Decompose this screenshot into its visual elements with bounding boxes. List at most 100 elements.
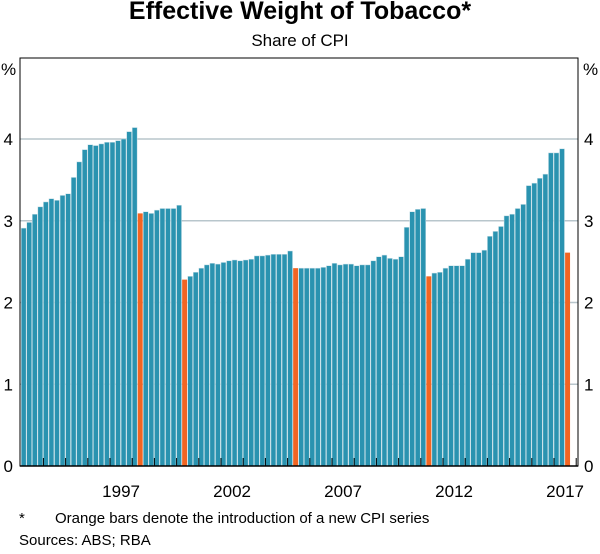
bar — [298, 267, 304, 467]
bar — [420, 208, 426, 467]
bar — [281, 254, 288, 467]
bar — [193, 272, 199, 467]
bar — [109, 142, 116, 467]
bar — [553, 152, 560, 467]
x-tick-label: 2007 — [324, 482, 362, 501]
bar — [437, 272, 443, 467]
bar — [359, 264, 365, 467]
bar — [165, 208, 171, 467]
new-series-bar — [426, 276, 432, 466]
bar — [320, 267, 327, 467]
bar — [126, 131, 132, 467]
y-tick-label-left: 2 — [4, 294, 13, 313]
bar — [403, 227, 410, 467]
bar — [365, 264, 371, 467]
y-unit-label-left: % — [1, 60, 16, 79]
bar — [481, 249, 488, 467]
bar — [104, 142, 110, 467]
bar — [70, 177, 77, 467]
bar — [98, 143, 105, 467]
bar — [459, 265, 465, 467]
bar — [32, 213, 38, 467]
bar — [131, 127, 138, 467]
bar — [370, 260, 377, 467]
bar — [453, 265, 460, 467]
bar — [326, 265, 332, 467]
bar — [48, 198, 55, 467]
bar — [26, 222, 32, 467]
x-tick-label: 2017 — [546, 482, 584, 501]
bar — [204, 264, 210, 467]
bar — [143, 211, 149, 467]
bar — [220, 262, 227, 467]
bar — [237, 260, 243, 467]
y-tick-label-right: 3 — [584, 212, 593, 231]
bar — [353, 265, 360, 467]
chart-title: Effective Weight of Tobacco* — [128, 0, 472, 25]
y-tick-label-left: 1 — [4, 375, 13, 394]
y-tick-label-right: 2 — [584, 294, 593, 313]
bar — [226, 260, 232, 467]
bar — [215, 263, 221, 467]
bar — [248, 258, 254, 467]
bar — [82, 149, 88, 467]
bar — [231, 259, 238, 467]
bar — [20, 227, 27, 467]
bar — [209, 263, 216, 467]
bar — [542, 173, 549, 467]
x-tick-label: 1997 — [102, 482, 140, 501]
new-series-bar — [293, 268, 299, 466]
bar — [448, 265, 454, 467]
bar — [159, 208, 166, 467]
bar — [348, 263, 354, 467]
bar — [387, 258, 393, 467]
y-tick-label-left: 3 — [4, 212, 13, 231]
bar — [492, 231, 499, 467]
bar — [509, 213, 515, 467]
y-unit-label-right: % — [583, 60, 598, 79]
bar — [148, 213, 155, 467]
bar — [187, 276, 193, 467]
bar — [259, 255, 266, 467]
bar — [398, 256, 404, 467]
y-tick-label-right: 4 — [584, 130, 593, 149]
bar — [54, 200, 60, 467]
bar — [337, 264, 343, 467]
bar — [503, 215, 510, 467]
footnote: * Orange bars denote the introduction of … — [19, 510, 429, 527]
bar — [381, 254, 388, 467]
y-tick-label-left: 0 — [4, 457, 13, 476]
bar — [548, 152, 554, 467]
bar — [170, 208, 177, 467]
bar — [526, 185, 532, 467]
bar — [392, 258, 399, 467]
bar — [431, 272, 438, 467]
bar — [487, 236, 493, 467]
bar — [176, 204, 182, 467]
bar — [409, 211, 415, 467]
new-series-bar — [137, 213, 143, 466]
bar — [331, 263, 338, 467]
bar — [415, 209, 421, 467]
bar — [37, 206, 44, 467]
bar — [520, 204, 526, 467]
bar — [464, 258, 471, 467]
bar — [93, 145, 99, 467]
bar — [287, 250, 293, 467]
bar — [87, 144, 94, 467]
bar — [498, 226, 504, 467]
bar — [265, 254, 271, 467]
bar — [476, 252, 482, 467]
bar — [115, 140, 121, 467]
bar — [342, 263, 349, 467]
x-tick-label: 2002 — [213, 482, 251, 501]
bar — [315, 267, 321, 467]
new-series-bar — [565, 252, 571, 466]
bar — [120, 138, 127, 467]
y-tick-label-left: 4 — [4, 130, 13, 149]
new-series-bar — [182, 279, 188, 466]
bar — [537, 177, 543, 467]
bar — [470, 252, 476, 467]
bar — [59, 195, 66, 467]
